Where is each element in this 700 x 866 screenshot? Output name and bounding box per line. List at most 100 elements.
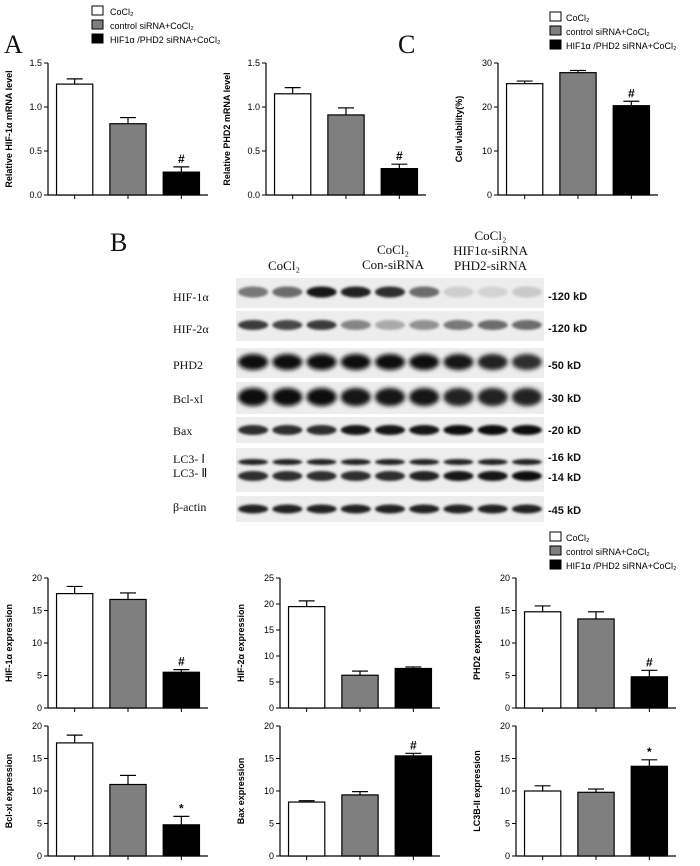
blot-band [443, 388, 474, 406]
significance-marker: # [178, 655, 185, 669]
blot-band [409, 425, 440, 435]
blot-band [511, 388, 542, 406]
y-axis-label: Cell viability(%) [454, 96, 464, 163]
y-tick-label: 20 [500, 721, 510, 731]
blot-band [374, 459, 406, 465]
blot-band [272, 471, 303, 481]
blot-band [238, 354, 269, 370]
y-tick-label: 20 [500, 573, 510, 583]
blot-band [340, 388, 371, 406]
significance-marker: # [396, 149, 403, 163]
y-tick-label: 5 [505, 671, 510, 681]
y-axis-label: HIF-1α expression [4, 604, 14, 682]
blot-band [511, 320, 542, 330]
blot-band [477, 471, 508, 481]
blot-band [238, 286, 269, 298]
y-tick-label: 0.5 [247, 146, 260, 156]
blot-band [306, 354, 337, 370]
y-tick-label: 20 [32, 721, 42, 731]
significance-marker: # [628, 86, 635, 100]
y-tick-label: 10 [32, 638, 42, 648]
western-blot-image [236, 278, 544, 522]
blot-band [340, 320, 371, 330]
kd-marker-phd2: -50 kD [548, 360, 582, 372]
y-axis-label: Relative HIF-1α mRNA level [4, 70, 14, 187]
kd-marker-hif1a: -120 kD [548, 291, 588, 303]
blot-band [511, 425, 542, 435]
y-axis-label: Relative PHD2 mRNA level [222, 72, 232, 185]
y-tick-label: 0 [269, 851, 274, 861]
blot-band [477, 504, 508, 514]
legend-label-control: control siRNA+CoCl₂ [110, 21, 194, 31]
blot-band [374, 388, 406, 406]
bar [55, 742, 94, 857]
blot-band [511, 471, 542, 481]
blot-band [306, 286, 337, 298]
legend-swatch-cocl2 [91, 5, 104, 16]
y-tick-label: 10 [264, 786, 274, 796]
y-tick-label: 5 [269, 819, 274, 829]
blot-band [238, 425, 269, 435]
blot-band [443, 354, 474, 370]
y-tick-label: 0.5 [29, 146, 42, 156]
y-tick-label: 20 [482, 102, 492, 112]
y-tick-label: 1.5 [29, 58, 42, 68]
blot-band [272, 425, 303, 435]
y-tick-label: 0.0 [247, 190, 260, 200]
y-tick-label: 0 [37, 851, 42, 861]
blot-band [443, 425, 474, 435]
blot-band [238, 504, 269, 514]
bar [327, 114, 365, 196]
blot-band [409, 471, 440, 481]
bar [109, 598, 147, 709]
y-tick-label: 0 [505, 851, 510, 861]
blot-band [272, 459, 303, 465]
kd-marker-lc3-ii: -14 kD [548, 472, 582, 484]
y-tick-label: 0 [487, 190, 492, 200]
blot-band [409, 388, 440, 406]
kd-marker-lc3-i: -16 kD [548, 452, 582, 464]
y-tick-label: 10 [32, 786, 42, 796]
blot-band [477, 286, 508, 298]
blot-band [340, 425, 371, 435]
y-tick-label: 15 [264, 625, 274, 635]
legend-swatch-hif1a-phd2 [91, 33, 104, 44]
bar [505, 83, 544, 196]
blot-band [272, 504, 303, 514]
bar [109, 783, 147, 857]
blot-band [272, 354, 303, 370]
legend-swatch-cocl2 [549, 531, 562, 542]
y-axis-label: HIF-2α expression [236, 604, 246, 682]
blot-band [340, 286, 371, 298]
legend-bottom-right: CoCl₂ control siRNA+CoCl₂ HIF1α /PHD2 si… [549, 531, 677, 571]
lane-group-cocl2: CoCl₂ [268, 258, 300, 273]
significance-marker: * [179, 801, 184, 815]
blot-band [443, 459, 474, 465]
legend-label-cocl2: CoCl₂ [110, 7, 134, 17]
blot-label-phd2: PHD2 [173, 358, 204, 372]
y-tick-label: 1.5 [247, 58, 260, 68]
blot-band [443, 320, 474, 330]
blot-band [511, 504, 542, 514]
legend-swatch-control [549, 25, 562, 36]
blot-band [340, 471, 371, 481]
blot-band [477, 354, 508, 370]
y-tick-label: 15 [500, 606, 510, 616]
bar [162, 824, 201, 857]
y-axis-label: Bcl-xl expression [4, 754, 14, 829]
kd-marker-hif2a: -120 kD [548, 323, 588, 335]
blot-band [443, 504, 474, 514]
blot-band [477, 388, 508, 406]
y-tick-label: 30 [482, 58, 492, 68]
blot-band [374, 504, 406, 514]
chart-bclxl-expr: Bcl-xl expression 0 5 10 15 20 * [4, 721, 208, 861]
y-tick-label: 25 [264, 573, 274, 583]
blot-band [409, 320, 440, 330]
kd-marker-bax: -20 kD [548, 425, 582, 437]
blot-band [238, 320, 269, 330]
chart-hif2a-expr: HIF-2α expression 0 5 10 15 20 25 [236, 573, 440, 713]
y-axis-label: PHD2 expression [472, 606, 482, 680]
y-tick-label: 1.0 [247, 102, 260, 112]
bar [55, 593, 94, 709]
chart-phd2-mrna: Relative PHD2 mRNA level 0.0 0.5 1.0 1.5 # [222, 58, 426, 200]
